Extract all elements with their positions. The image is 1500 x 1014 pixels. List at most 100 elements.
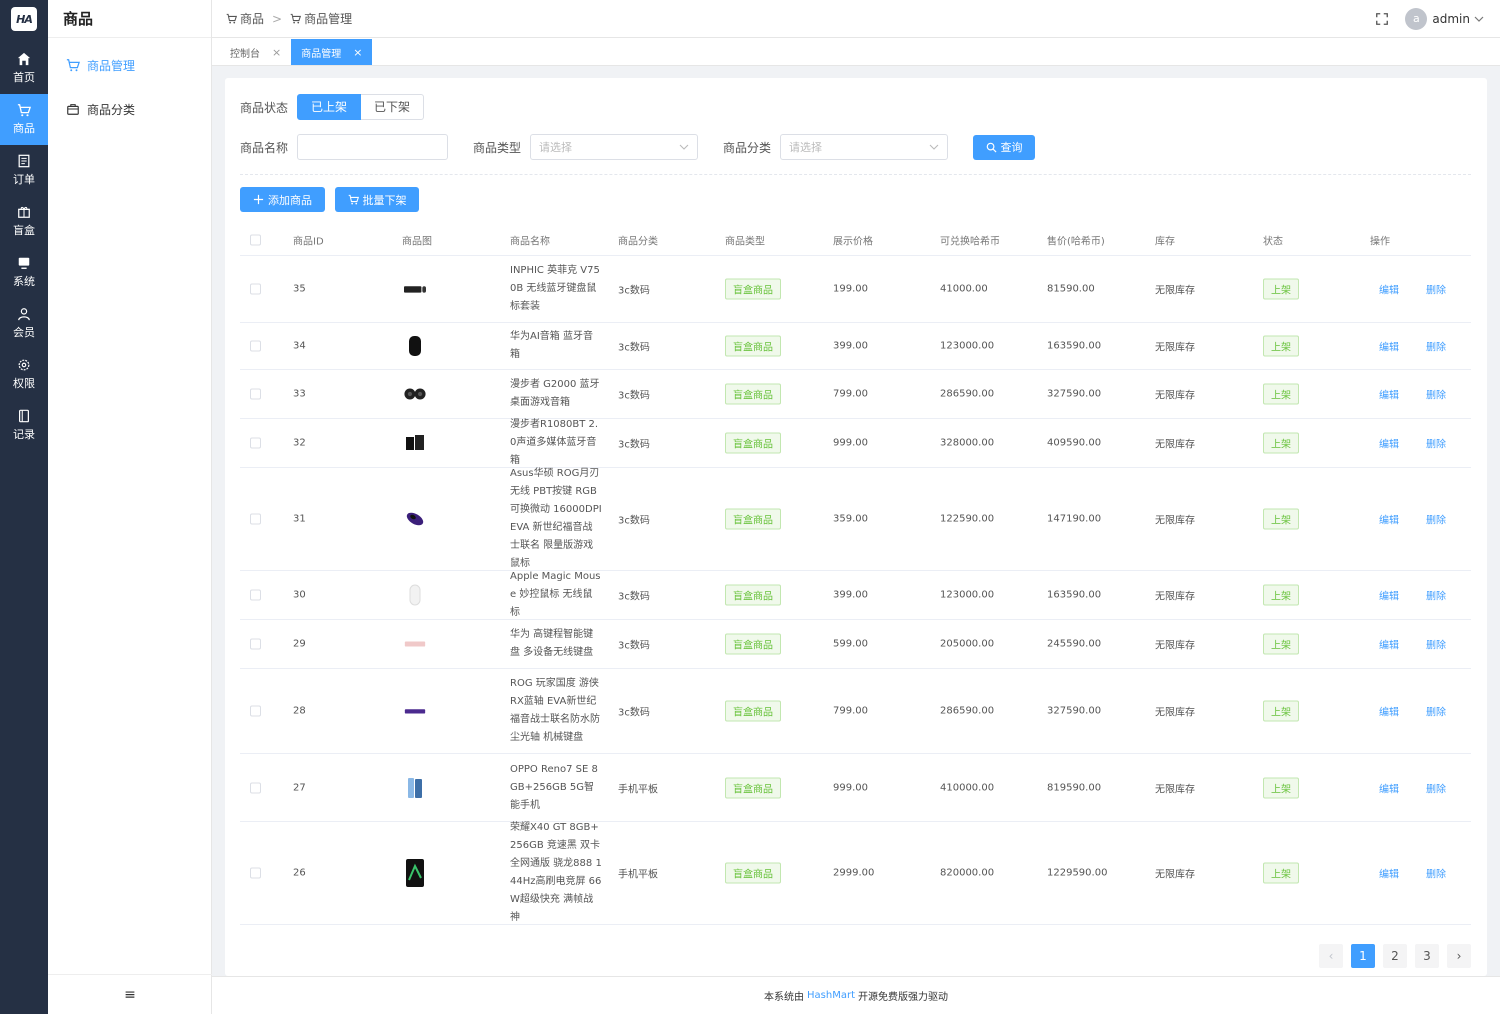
row-checkbox[interactable] xyxy=(250,388,261,400)
row-checkbox[interactable] xyxy=(250,705,261,717)
rail-item-system[interactable]: 系统 xyxy=(0,247,48,298)
footer-brand-link[interactable]: HashMart xyxy=(807,990,855,1001)
phone-green-thumbnail xyxy=(404,859,426,887)
status-on-button[interactable]: 已上架 xyxy=(297,94,362,120)
collapse-menu-button[interactable]: ≡ xyxy=(48,974,212,1014)
cell-coin: 205000.00 xyxy=(940,638,995,650)
cell-stock: 无限库存 xyxy=(1155,869,1195,881)
table-row: 33 漫步者 G2000 蓝牙桌面游戏音箱 3c数码 盲盒商品 799.00 286590… xyxy=(240,370,1471,419)
status-off-button[interactable]: 已下架 xyxy=(361,94,425,120)
cell-price: 799.00 xyxy=(833,388,868,400)
rail-item-permissions[interactable]: 权限 xyxy=(0,349,48,400)
cell-sale: 245590.00 xyxy=(1047,638,1102,650)
edit-link[interactable]: 编辑 xyxy=(1379,439,1399,451)
edit-link[interactable]: 编辑 xyxy=(1379,707,1399,719)
edit-link[interactable]: 编辑 xyxy=(1379,784,1399,795)
delete-link[interactable]: 删除 xyxy=(1426,591,1446,603)
rail-item-home[interactable]: 首页 xyxy=(0,43,48,94)
rail-item-orders[interactable]: 订单 xyxy=(0,145,48,196)
breadcrumb-separator: > xyxy=(272,11,283,26)
delete-link[interactable]: 删除 xyxy=(1426,515,1446,527)
edit-link[interactable]: 编辑 xyxy=(1379,869,1399,881)
page-1-button[interactable]: 1 xyxy=(1351,944,1375,968)
cell-coin: 820000.00 xyxy=(940,867,995,879)
cell-name: 华为AI音箱 蓝牙音箱 xyxy=(510,331,593,360)
table-row: 29 华为 高键程智能键盘 多设备无线键盘 3c数码 盲盒商品 599.00 205000… xyxy=(240,620,1471,669)
row-checkbox[interactable] xyxy=(250,437,261,449)
add-goods-label: 添加商品 xyxy=(268,193,312,207)
rail-item-members[interactable]: 会员 xyxy=(0,298,48,349)
breadcrumb-item[interactable]: 商品管理 xyxy=(290,10,352,27)
close-icon[interactable]: × xyxy=(353,45,363,59)
delete-link[interactable]: 删除 xyxy=(1426,285,1446,297)
delete-link[interactable]: 删除 xyxy=(1426,342,1446,354)
keyboard-purple-thumbnail xyxy=(404,700,426,722)
user-name[interactable]: admin xyxy=(1432,11,1470,26)
tab-goods-manage[interactable]: 商品管理 × xyxy=(291,39,373,65)
delete-link[interactable]: 删除 xyxy=(1426,869,1446,881)
query-button[interactable]: 查询 xyxy=(973,134,1036,160)
cell-name: OPPO Reno7 SE 8GB+256GB 5G智能手机 xyxy=(510,763,598,811)
add-goods-button[interactable]: 添加商品 xyxy=(240,187,325,212)
edit-link[interactable]: 编辑 xyxy=(1379,515,1399,527)
menu-icon: ≡ xyxy=(124,986,136,1003)
rail-item-blindbox[interactable]: 盲盒 xyxy=(0,196,48,247)
rail-item-records[interactable]: 记录 xyxy=(0,400,48,451)
select-all-checkbox[interactable] xyxy=(250,234,261,245)
delete-link[interactable]: 删除 xyxy=(1426,439,1446,451)
cell-sale: 1229590.00 xyxy=(1047,867,1108,879)
avatar[interactable]: a xyxy=(1405,7,1428,30)
row-checkbox[interactable] xyxy=(250,638,261,650)
page-3-button[interactable]: 3 xyxy=(1415,944,1439,968)
type-select[interactable]: 请选择 xyxy=(530,134,699,160)
cell-price: 399.00 xyxy=(833,340,868,352)
prev-page-button[interactable]: ‹ xyxy=(1319,944,1343,968)
page-2-button[interactable]: 2 xyxy=(1383,944,1407,968)
category-select[interactable]: 请选择 xyxy=(780,134,949,160)
chevron-down-icon[interactable] xyxy=(1474,14,1484,24)
close-icon[interactable]: × xyxy=(272,45,282,59)
speakers-thumbnail xyxy=(404,383,426,405)
cell-coin: 328000.00 xyxy=(940,437,995,449)
row-checkbox[interactable] xyxy=(250,867,261,879)
cell-id: 31 xyxy=(293,513,306,525)
box-icon xyxy=(18,206,30,218)
name-input[interactable] xyxy=(297,134,449,160)
edit-link[interactable]: 编辑 xyxy=(1379,640,1399,652)
next-page-button[interactable]: › xyxy=(1447,944,1471,968)
rail-item-goods[interactable]: 商品 xyxy=(0,94,48,145)
row-checkbox[interactable] xyxy=(250,513,261,525)
search-icon xyxy=(986,142,997,153)
cell-stock: 无限库存 xyxy=(1155,591,1195,603)
batch-off-button[interactable]: 批量下架 xyxy=(335,187,419,212)
edit-link[interactable]: 编辑 xyxy=(1379,285,1399,297)
cart-icon xyxy=(348,194,359,205)
row-checkbox[interactable] xyxy=(250,589,261,601)
fullscreen-icon[interactable] xyxy=(1375,12,1389,26)
delete-link[interactable]: 删除 xyxy=(1426,784,1446,795)
edit-link[interactable]: 编辑 xyxy=(1379,390,1399,402)
delete-link[interactable]: 删除 xyxy=(1426,390,1446,402)
header-actions: 操作 xyxy=(1370,236,1390,247)
subnav-item-goods-manage[interactable]: 商品管理 xyxy=(48,43,211,87)
breadcrumb-item[interactable]: 商品 xyxy=(226,10,264,27)
app-logo[interactable]: HA xyxy=(11,7,37,31)
category-placeholder: 请选择 xyxy=(789,141,823,154)
edit-link[interactable]: 编辑 xyxy=(1379,591,1399,603)
row-checkbox[interactable] xyxy=(250,782,261,793)
delete-link[interactable]: 删除 xyxy=(1426,707,1446,719)
edit-link[interactable]: 编辑 xyxy=(1379,342,1399,354)
keyboard-pink-thumbnail xyxy=(404,633,426,655)
subnav-item-goods-category[interactable]: 商品分类 xyxy=(48,87,211,131)
row-checkbox[interactable] xyxy=(250,283,261,295)
cell-sale: 81590.00 xyxy=(1047,283,1095,295)
row-checkbox[interactable] xyxy=(250,340,261,352)
bag-icon xyxy=(67,104,79,115)
cell-id: 35 xyxy=(293,283,306,295)
tab-dashboard[interactable]: 控制台 × xyxy=(220,39,291,65)
rail-item-label: 记录 xyxy=(13,428,35,441)
cell-name: 漫步者 G2000 蓝牙桌面游戏音箱 xyxy=(510,379,600,408)
delete-link[interactable]: 删除 xyxy=(1426,640,1446,652)
cell-category: 3c数码 xyxy=(618,640,650,652)
cell-price: 999.00 xyxy=(833,437,868,449)
